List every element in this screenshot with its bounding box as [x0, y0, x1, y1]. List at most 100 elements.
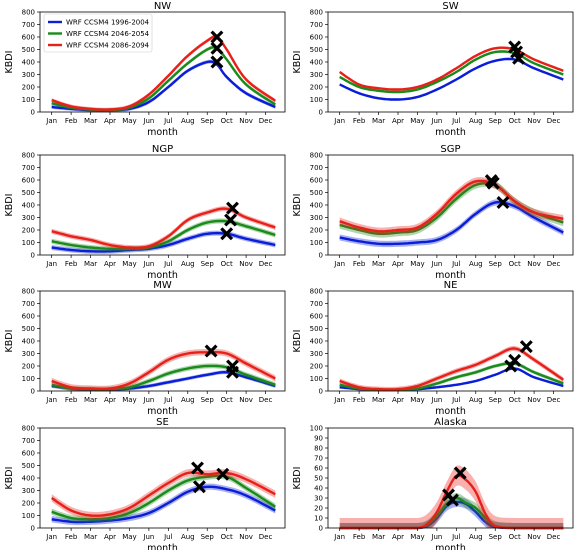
x-tick-label: Apr — [104, 117, 116, 125]
y-tick-label: 600 — [310, 312, 323, 320]
x-tick-label: Jun — [142, 396, 154, 404]
x-tick-label: Nov — [527, 533, 541, 541]
series-line — [51, 485, 276, 524]
x-tick-label: Sep — [489, 260, 503, 268]
peak-marker — [484, 174, 498, 188]
y-tick-label: 200 — [22, 226, 35, 234]
series-band — [51, 363, 276, 391]
x-tick-label: May — [122, 260, 136, 268]
x-tick-label: Oct — [221, 396, 233, 404]
x-tick-label: Apr — [104, 533, 116, 541]
y-tick-label: 300 — [22, 71, 35, 79]
y-tick-label: 300 — [310, 214, 323, 222]
y-axis-label: KBDI — [4, 467, 15, 490]
peak-marker — [210, 55, 224, 69]
x-tick-label: Apr — [392, 260, 404, 268]
peak-marker — [224, 213, 238, 227]
panel-alaska: 0 10 20 30 40 50 60 70 80 90 100 Jan Feb Mar Apr May Jun… — [292, 417, 574, 550]
x-tick-label: Sep — [201, 117, 215, 125]
x-tick-label: Mar — [372, 396, 385, 404]
x-tick-label: Feb — [353, 117, 366, 125]
x-tick-label: May — [410, 260, 424, 268]
peak-marker — [191, 461, 204, 475]
x-tick-label: Dec — [547, 260, 561, 268]
x-tick-label: Oct — [509, 396, 521, 404]
x-tick-label: Jun — [142, 117, 154, 125]
panel-title: Alaska — [434, 417, 467, 428]
x-tick-label: Jul — [163, 396, 173, 404]
x-tick-label: Apr — [104, 260, 116, 268]
x-tick-label: Jan — [45, 533, 57, 541]
y-tick-label: 100 — [22, 375, 35, 383]
series-band — [339, 46, 564, 91]
x-tick-label: Oct — [509, 533, 521, 541]
y-tick-label: 400 — [310, 58, 323, 66]
y-tick-label: 800 — [310, 287, 323, 295]
x-tick-label: Jul — [163, 117, 173, 125]
x-tick-label: May — [122, 396, 136, 404]
y-tick-label: 600 — [22, 312, 35, 320]
peak-marker — [508, 353, 522, 367]
x-tick-label: Jun — [430, 533, 442, 541]
y-tick-label: 200 — [22, 83, 35, 91]
x-tick-label: Nov — [527, 396, 541, 404]
y-tick-label: 0 — [31, 251, 35, 259]
peak-marker — [216, 467, 230, 481]
x-tick-label: Nov — [527, 117, 541, 125]
x-tick-label: Sep — [489, 117, 503, 125]
y-tick-label: 30 — [314, 494, 323, 502]
peak-marker — [496, 196, 510, 209]
x-axis-label: month — [435, 543, 466, 550]
x-tick-label: Sep — [201, 260, 215, 268]
peak-marker — [192, 480, 206, 494]
panel-title: SE — [156, 417, 169, 428]
x-tick-label: Feb — [353, 396, 366, 404]
y-axis-label: KBDI — [4, 194, 15, 217]
x-tick-label: Nov — [239, 260, 253, 268]
y-tick-label: 500 — [22, 325, 35, 333]
x-tick-label: Jul — [451, 117, 461, 125]
x-tick-label: Mar — [372, 533, 385, 541]
peak-marker — [453, 466, 467, 480]
series-line — [339, 347, 565, 391]
panel-title: NE — [444, 280, 458, 291]
y-tick-label: 70 — [314, 454, 323, 462]
panel-sgp: 0 100 200 300 400 500 600 700 800 Jan Feb Mar Apr May… — [292, 144, 574, 281]
series-band — [51, 206, 276, 251]
y-axis-label: KBDI — [4, 51, 15, 74]
y-tick-label: 10 — [314, 514, 323, 522]
x-tick-label: Jan — [45, 260, 57, 268]
y-tick-label: 0 — [319, 387, 323, 395]
series-line — [51, 46, 276, 112]
y-tick-label: 50 — [314, 474, 323, 482]
x-tick-label: Jul — [451, 396, 461, 404]
peak-marker — [519, 340, 533, 354]
x-tick-label: Jan — [333, 533, 345, 541]
x-tick-label: Aug — [181, 260, 195, 268]
x-tick-label: Dec — [547, 117, 561, 125]
y-tick-label: 100 — [310, 96, 323, 104]
y-tick-label: 200 — [310, 226, 323, 234]
y-tick-label: 800 — [310, 151, 323, 159]
panel-ne: 0 100 200 300 400 500 600 700 800 Jan Feb Mar Apr May… — [292, 280, 574, 417]
x-tick-label: Oct — [509, 117, 521, 125]
x-tick-label: Jun — [430, 260, 442, 268]
x-tick-label: Jun — [430, 117, 442, 125]
legend-entry: WRF CCSM4 2046-2054 — [66, 30, 150, 38]
y-tick-label: 700 — [22, 164, 35, 172]
x-tick-label: Nov — [239, 533, 253, 541]
x-axis-label: month — [147, 270, 178, 281]
y-tick-label: 100 — [310, 375, 323, 383]
x-tick-label: Nov — [239, 117, 253, 125]
x-tick-label: Oct — [509, 260, 521, 268]
y-tick-label: 200 — [310, 83, 323, 91]
x-tick-label: Oct — [221, 533, 233, 541]
y-tick-label: 300 — [22, 350, 35, 358]
peak-marker — [226, 359, 239, 373]
y-tick-label: 60 — [314, 464, 323, 472]
panel-sw: 0 100 200 300 400 500 600 700 800 Jan Feb Mar Apr May… — [292, 1, 574, 138]
x-tick-label: May — [122, 533, 136, 541]
x-tick-label: May — [122, 117, 136, 125]
series-line — [51, 231, 276, 253]
y-tick-label: 800 — [22, 8, 35, 16]
